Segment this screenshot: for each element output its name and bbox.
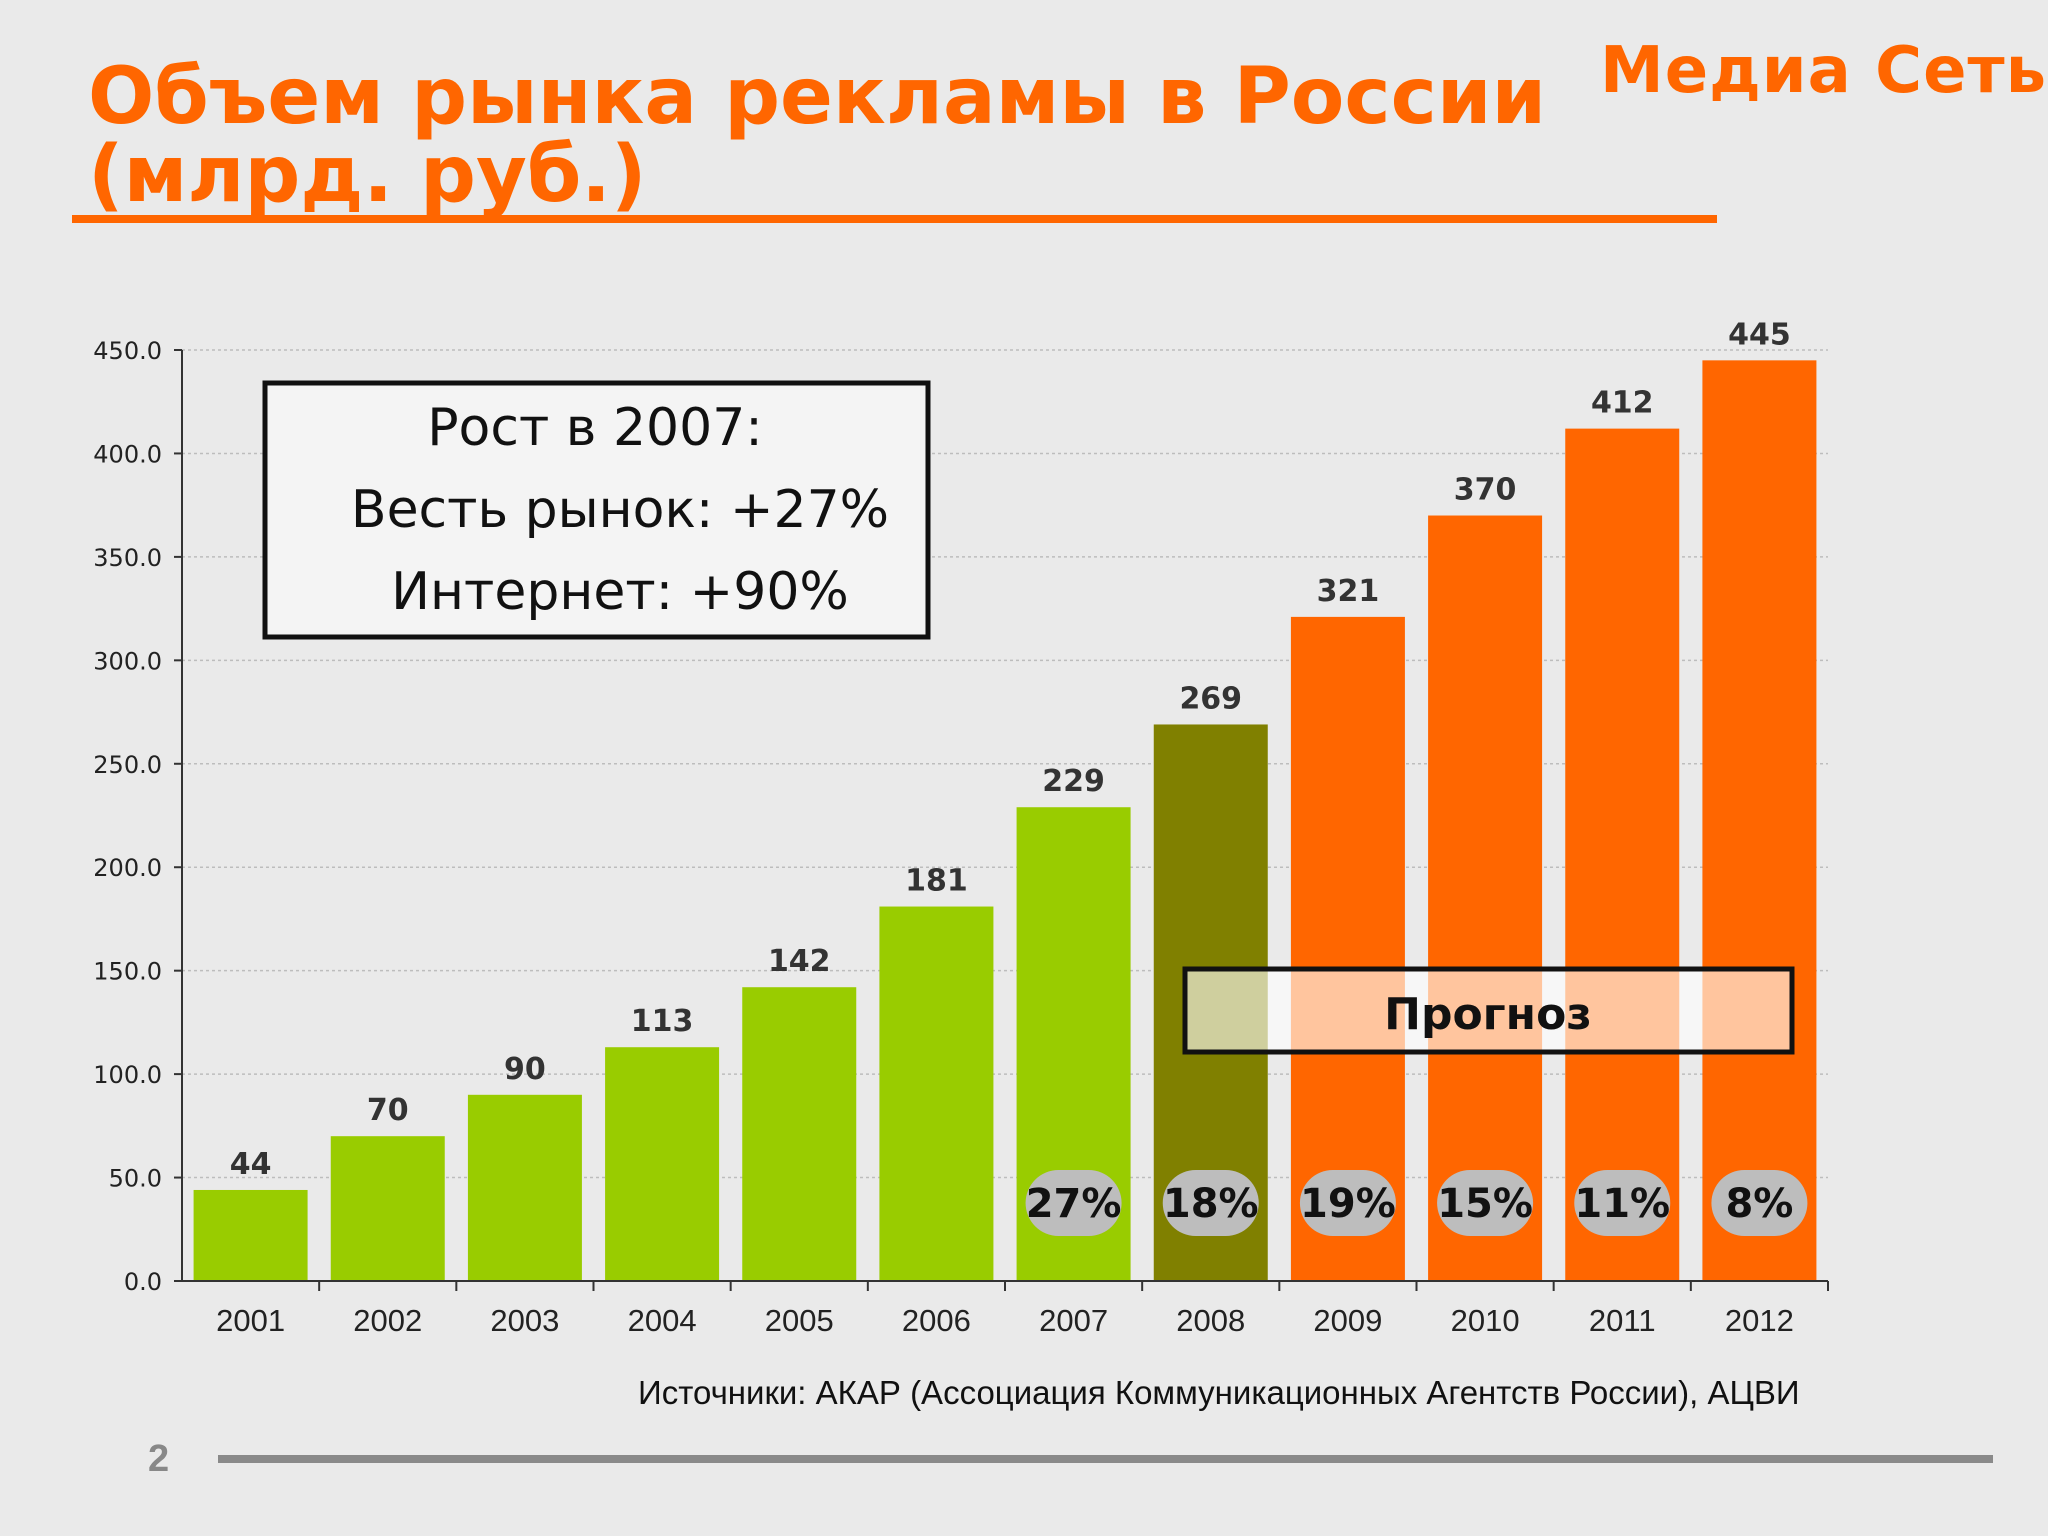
annotation-layer: Прогноз 27% 18% 19% 15% 11% 8% Рост в 2007: Вест… <box>262 380 1808 1236</box>
bar-2010 <box>1428 515 1543 1281</box>
x-tick-label: 2007 <box>1039 1303 1108 1338</box>
title-underline <box>72 215 1717 223</box>
x-tick-label: 2010 <box>1451 1303 1520 1338</box>
y-tick-label: 450.0 <box>93 337 162 365</box>
y-tick-label: 200.0 <box>93 854 162 882</box>
bar-2006 <box>879 906 994 1281</box>
x-tick-label: 2012 <box>1725 1303 1794 1338</box>
value-label: 113 <box>631 1004 694 1039</box>
x-tick-label: 2011 <box>1589 1303 1656 1338</box>
value-label: 181 <box>905 864 968 899</box>
y-tick-label: 0.0 <box>124 1268 162 1296</box>
bar-2011 <box>1565 428 1680 1281</box>
y-tick-label: 350.0 <box>93 544 162 572</box>
slide-title-line-1: Объем рынка рекламы в России <box>88 52 1547 142</box>
source-note: Источники: АКАР (Ассоциация Коммуникацио… <box>638 1374 1800 1411</box>
growth-label: 27% <box>1026 1181 1122 1227</box>
grid-layer <box>182 349 1828 1179</box>
footer-rule <box>218 1455 1993 1463</box>
axis-layer: 0.0 50.0 100.0 150.0 200.0 250.0 300.0 350.0 400… <box>93 337 1829 1338</box>
forecast-label: Прогноз <box>1384 989 1592 1040</box>
growth-pill <box>1437 1170 1534 1236</box>
growth-pill <box>1711 1170 1808 1236</box>
value-label: 370 <box>1454 473 1517 508</box>
bar-2002 <box>330 1136 445 1281</box>
bar-2001 <box>193 1189 308 1281</box>
growth-callout-line: Интернет: +90% <box>391 562 849 622</box>
y-tick-label: 150.0 <box>93 958 162 986</box>
value-label: 269 <box>1179 681 1242 716</box>
x-tick-label: 2003 <box>490 1303 559 1338</box>
y-tick-label: 100.0 <box>93 1061 162 1089</box>
slide-title: Объем рынка рекламы в России (млрд. руб.… <box>88 58 1546 214</box>
x-tick-label: 2006 <box>902 1303 971 1338</box>
media-set-logo: Медиа Сеть <box>1600 34 2048 108</box>
bar-2003 <box>467 1094 582 1281</box>
growth-pill <box>1574 1170 1671 1236</box>
value-label: 142 <box>768 944 831 979</box>
value-label: 445 <box>1728 317 1791 352</box>
y-tick-label: 300.0 <box>93 647 162 675</box>
labels-layer: 44 70 90 113 142 181 229 269 321 370 412 445 <box>230 317 1791 1182</box>
bar-2012 <box>1702 360 1817 1281</box>
y-tick-label: 400.0 <box>93 440 162 468</box>
growth-pill <box>1299 1170 1396 1236</box>
x-tick-label: 2004 <box>628 1303 697 1338</box>
growth-callout-line: Рост в 2007: <box>427 398 763 458</box>
growth-pill <box>1162 1170 1259 1236</box>
growth-label: 18% <box>1163 1181 1259 1227</box>
value-label: 229 <box>1042 764 1105 799</box>
y-tick-label: 50.0 <box>109 1165 162 1193</box>
value-label: 70 <box>367 1093 409 1128</box>
growth-label: 8% <box>1725 1181 1793 1227</box>
x-tick-label: 2001 <box>216 1303 285 1338</box>
value-label: 321 <box>1317 574 1380 609</box>
page-number: 2 <box>148 1438 170 1480</box>
x-tick-label: 2008 <box>1176 1303 1245 1338</box>
value-label: 412 <box>1591 386 1654 421</box>
x-tick-label: 2009 <box>1313 1303 1382 1338</box>
value-label: 90 <box>504 1052 546 1087</box>
growth-callout-line: Весть рынок: +27% <box>351 480 889 540</box>
y-tick-label: 250.0 <box>93 751 162 779</box>
slide-title-line-2: (млрд. руб.) <box>88 130 647 220</box>
growth-pill <box>1025 1170 1122 1236</box>
x-tick-label: 2005 <box>765 1303 834 1338</box>
growth-label: 11% <box>1574 1181 1670 1227</box>
bar-2004 <box>605 1047 720 1281</box>
bars-layer <box>193 360 1817 1281</box>
forecast-label-box <box>1182 966 1795 1055</box>
x-tick-label: 2002 <box>353 1303 422 1338</box>
bar-2005 <box>742 987 857 1281</box>
growth-label: 15% <box>1437 1181 1533 1227</box>
growth-label: 19% <box>1300 1181 1396 1227</box>
growth-callout-box <box>262 380 931 640</box>
value-label: 44 <box>230 1147 272 1182</box>
